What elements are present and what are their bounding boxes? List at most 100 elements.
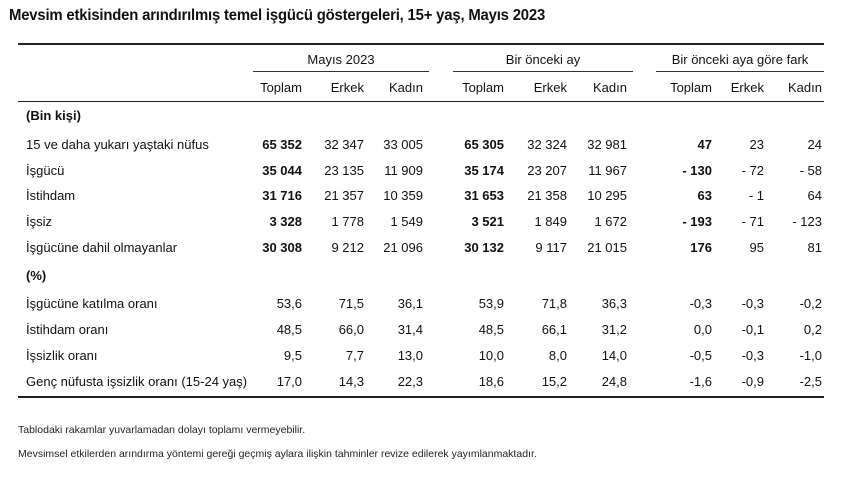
table-cell: - 71 xyxy=(741,214,764,229)
table-cell: 8,0 xyxy=(548,348,567,363)
table-cell: 47 xyxy=(697,137,712,152)
table-header-rule xyxy=(18,101,824,102)
table-cell: 1 849 xyxy=(534,214,567,229)
table-cell: -0,3 xyxy=(741,348,764,363)
column-header: Toplam xyxy=(670,80,712,95)
table-cell: 13,0 xyxy=(397,348,423,363)
table-cell: 10,0 xyxy=(478,348,504,363)
table-cell: 176 xyxy=(690,240,712,255)
table-cell: 33 005 xyxy=(383,137,423,152)
table-cell: 31,2 xyxy=(601,322,627,337)
table-cell: 9 117 xyxy=(535,240,567,255)
table-cell: 14,3 xyxy=(338,374,364,389)
table-cell: 14,0 xyxy=(601,348,627,363)
table-cell: -2,5 xyxy=(799,374,822,389)
group-header-current: Mayıs 2023 xyxy=(307,52,375,67)
table-cell: - 130 xyxy=(682,163,712,178)
section-label-percent: (%) xyxy=(26,268,47,283)
group-rule-previous xyxy=(453,71,633,72)
table-cell: -0,2 xyxy=(799,296,822,311)
row-label: İşsizlik oranı xyxy=(26,348,98,363)
row-label: Genç nüfusta işsizlik oranı (15-24 yaş) xyxy=(26,374,248,389)
table-cell: 32 324 xyxy=(527,137,567,152)
table-cell: 23 207 xyxy=(527,163,567,178)
table-cell: 65 352 xyxy=(262,137,302,152)
table-cell: 0,2 xyxy=(803,322,822,337)
row-label: İşgücüne dahil olmayanlar xyxy=(26,240,178,255)
table-cell: 32 981 xyxy=(587,137,627,152)
footnote-rounding: Tablodaki rakamlar yuvarlamadan dolayı t… xyxy=(18,424,306,436)
column-header: Erkek xyxy=(533,80,567,95)
table-cell: 36,3 xyxy=(601,296,627,311)
row-label: İstihdam xyxy=(26,188,76,203)
table-cell: 95 xyxy=(749,240,764,255)
table-cell: - 1 xyxy=(748,188,764,203)
table-cell: 64 xyxy=(807,188,822,203)
column-header: Toplam xyxy=(462,80,504,95)
table-cell: 36,1 xyxy=(397,296,423,311)
table-cell: 63 xyxy=(697,188,712,203)
row-label: İşgücüne katılma oranı xyxy=(26,296,158,311)
table-cell: 31 716 xyxy=(262,188,302,203)
table-cell: -0,3 xyxy=(689,296,712,311)
table-cell: 81 xyxy=(807,240,822,255)
table-cell: - 123 xyxy=(792,214,822,229)
group-rule-difference xyxy=(656,71,824,72)
table-cell: 10 295 xyxy=(587,188,627,203)
footnote-revision: Mevsimsel etkilerden arındırma yöntemi g… xyxy=(18,448,537,460)
table-cell: 11 909 xyxy=(384,163,423,178)
table-cell: 21 096 xyxy=(383,240,423,255)
table-cell: 21 357 xyxy=(324,188,364,203)
table-cell: 71,5 xyxy=(338,296,364,311)
table-cell: 7,7 xyxy=(345,348,364,363)
table-cell: 24,8 xyxy=(601,374,627,389)
table-cell: - 193 xyxy=(682,214,712,229)
table-cell: 0,0 xyxy=(693,322,712,337)
table-cell: 53,6 xyxy=(276,296,302,311)
table-cell: 11 967 xyxy=(588,163,627,178)
table-cell: 15,2 xyxy=(541,374,567,389)
group-rule-current xyxy=(253,71,429,72)
column-header: Kadın xyxy=(788,80,822,95)
table-cell: 66,1 xyxy=(541,322,567,337)
table-cell: -0,3 xyxy=(741,296,764,311)
table-cell: -1,6 xyxy=(689,374,712,389)
table-cell: 1 672 xyxy=(594,214,627,229)
table-cell: 30 308 xyxy=(262,240,302,255)
table-cell: 1 778 xyxy=(331,214,364,229)
column-header: Kadın xyxy=(389,80,423,95)
table-top-rule xyxy=(18,43,824,45)
table-cell: 65 305 xyxy=(464,137,504,152)
table-cell: - 58 xyxy=(799,163,822,178)
column-header: Toplam xyxy=(260,80,302,95)
section-label-thousands: (Bin kişi) xyxy=(26,108,81,123)
page-title: Mevsim etkisinden arındırılmış temel işg… xyxy=(9,7,546,24)
table-cell: - 72 xyxy=(741,163,764,178)
table-cell: 17,0 xyxy=(276,374,302,389)
column-header: Erkek xyxy=(730,80,764,95)
column-header: Kadın xyxy=(593,80,627,95)
row-label: 15 ve daha yukarı yaştaki nüfus xyxy=(26,137,209,152)
row-label: İşgücü xyxy=(26,163,65,178)
table-cell: 3 328 xyxy=(269,214,302,229)
table-cell: 30 132 xyxy=(464,240,504,255)
table-cell: 48,5 xyxy=(276,322,302,337)
table-cell: 10 359 xyxy=(383,188,423,203)
row-label: İşsiz xyxy=(26,214,52,229)
group-header-difference: Bir önceki aya göre fark xyxy=(671,52,809,67)
table-cell: 23 xyxy=(749,137,764,152)
column-header: Erkek xyxy=(330,80,364,95)
table-cell: 35 174 xyxy=(464,163,504,178)
group-header-previous: Bir önceki ay xyxy=(505,52,581,67)
table-cell: 31 653 xyxy=(464,188,504,203)
table-cell: 1 549 xyxy=(390,214,423,229)
table-cell: 66,0 xyxy=(338,322,364,337)
table-cell: 35 044 xyxy=(262,163,302,178)
table-cell: 18,6 xyxy=(478,374,504,389)
table-cell: 31,4 xyxy=(397,322,423,337)
row-label: İstihdam oranı xyxy=(26,322,109,337)
table-cell: 9 212 xyxy=(331,240,364,255)
table-cell: 71,8 xyxy=(541,296,567,311)
table-bottom-rule xyxy=(18,396,824,398)
table-cell: 9,5 xyxy=(283,348,302,363)
